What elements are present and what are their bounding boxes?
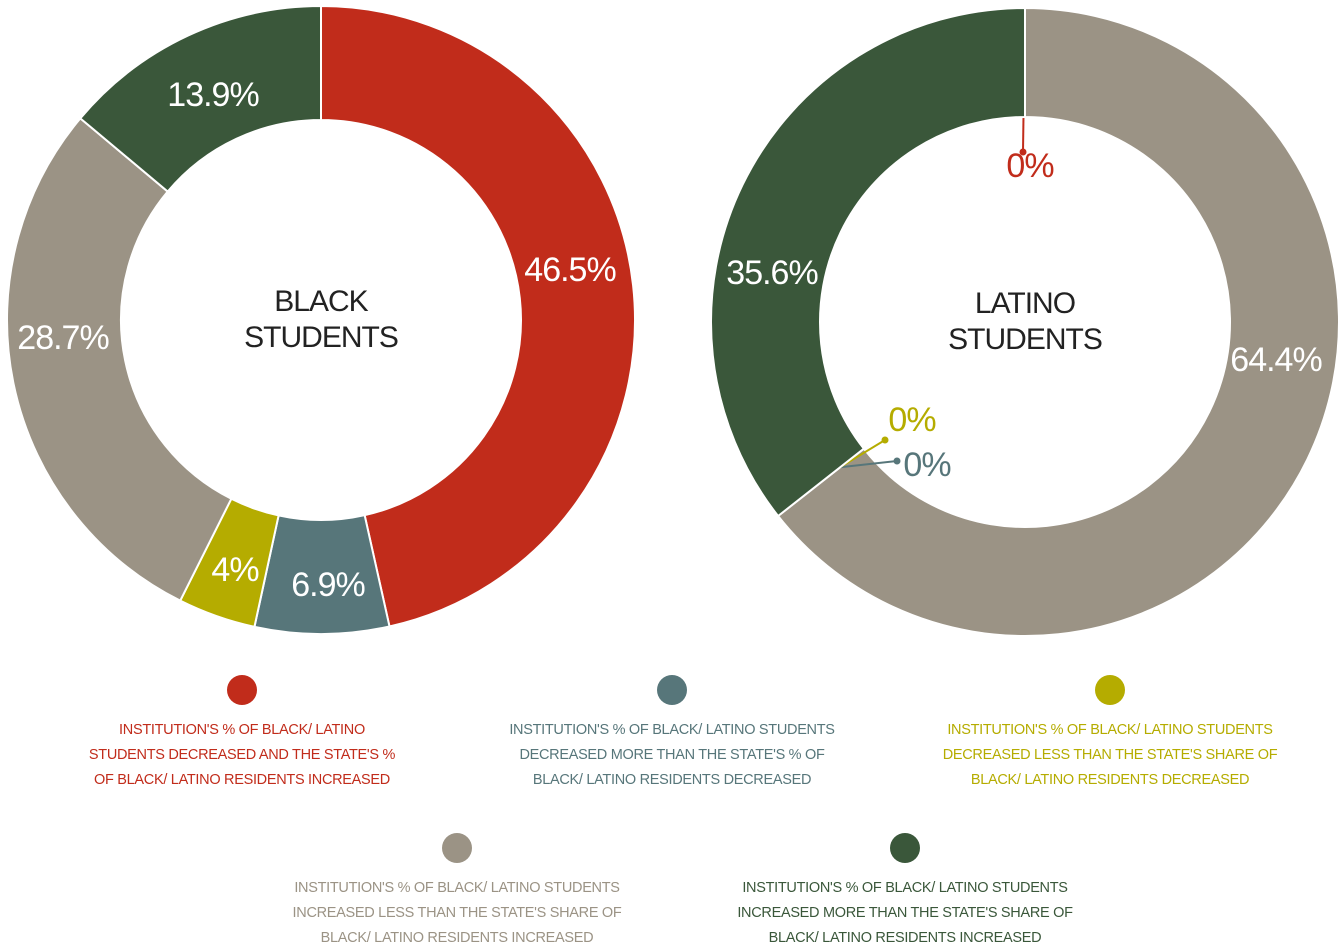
legend-swatch bbox=[442, 833, 472, 863]
slice bbox=[320, 4, 636, 628]
legend-label: INSTITUTION'S % OF BLACK/ LATINO STUDENT… bbox=[294, 880, 619, 896]
value-label: 46.5% bbox=[524, 251, 616, 289]
center-label: STUDENTS bbox=[244, 321, 398, 354]
leader-line bbox=[840, 460, 898, 469]
leader-dot bbox=[893, 457, 901, 465]
center-label: BLACK bbox=[274, 285, 368, 318]
legend-label: OF BLACK/ LATINO RESIDENTS INCREASED bbox=[94, 772, 390, 788]
legend-label: INCREASED LESS THAN THE STATE'S SHARE OF bbox=[293, 905, 622, 921]
leader-dot bbox=[1019, 148, 1027, 156]
slice bbox=[776, 6, 1340, 637]
legend-swatch bbox=[1095, 675, 1125, 705]
legend-label: INCREASED MORE THAN THE STATE'S SHARE OF bbox=[737, 905, 1073, 921]
value-label: 0% bbox=[903, 446, 951, 484]
legend-label: STUDENTS DECREASED AND THE STATE'S % bbox=[89, 747, 396, 763]
legend-label: DECREASED MORE THAN THE STATE'S % OF bbox=[519, 747, 825, 763]
legend-label: BLACK/ LATINO RESIDENTS INCREASED bbox=[769, 930, 1042, 946]
slice bbox=[710, 6, 1026, 518]
legend-label: INSTITUTION'S % OF BLACK/ LATINO STUDENT… bbox=[742, 880, 1067, 896]
legend-swatch bbox=[657, 675, 687, 705]
legend-swatch bbox=[227, 675, 257, 705]
value-label: 13.9% bbox=[167, 76, 259, 114]
legend-swatch bbox=[890, 833, 920, 863]
legend-label: INSTITUTION'S % OF BLACK/ LATINO STUDENT… bbox=[947, 722, 1272, 738]
value-label: 4% bbox=[211, 551, 259, 589]
value-label: 6.9% bbox=[291, 566, 365, 604]
center-label: LATINO bbox=[975, 287, 1075, 320]
legend-label: BLACK/ LATINO RESIDENTS DECREASED bbox=[971, 772, 1249, 788]
legend-label: INSTITUTION'S % OF BLACK/ LATINO STUDENT… bbox=[509, 722, 834, 738]
value-label: 0% bbox=[1006, 147, 1054, 185]
value-label: 64.4% bbox=[1230, 341, 1322, 379]
leader-line bbox=[839, 439, 886, 469]
legend-label: DECREASED LESS THAN THE STATE'S SHARE OF bbox=[943, 747, 1278, 763]
center-label: STUDENTS bbox=[948, 323, 1102, 356]
slice bbox=[78, 4, 322, 193]
value-label: 35.6% bbox=[726, 254, 818, 292]
value-label: 28.7% bbox=[17, 319, 109, 357]
legend-label: BLACK/ LATINO RESIDENTS DECREASED bbox=[533, 772, 811, 788]
value-label: 0% bbox=[888, 401, 936, 439]
leader-dot bbox=[881, 436, 889, 444]
slice bbox=[6, 116, 233, 603]
legend-label: INSTITUTION'S % OF BLACK/ LATINO bbox=[119, 722, 365, 738]
legend-label: BLACK/ LATINO RESIDENTS INCREASED bbox=[321, 930, 594, 946]
